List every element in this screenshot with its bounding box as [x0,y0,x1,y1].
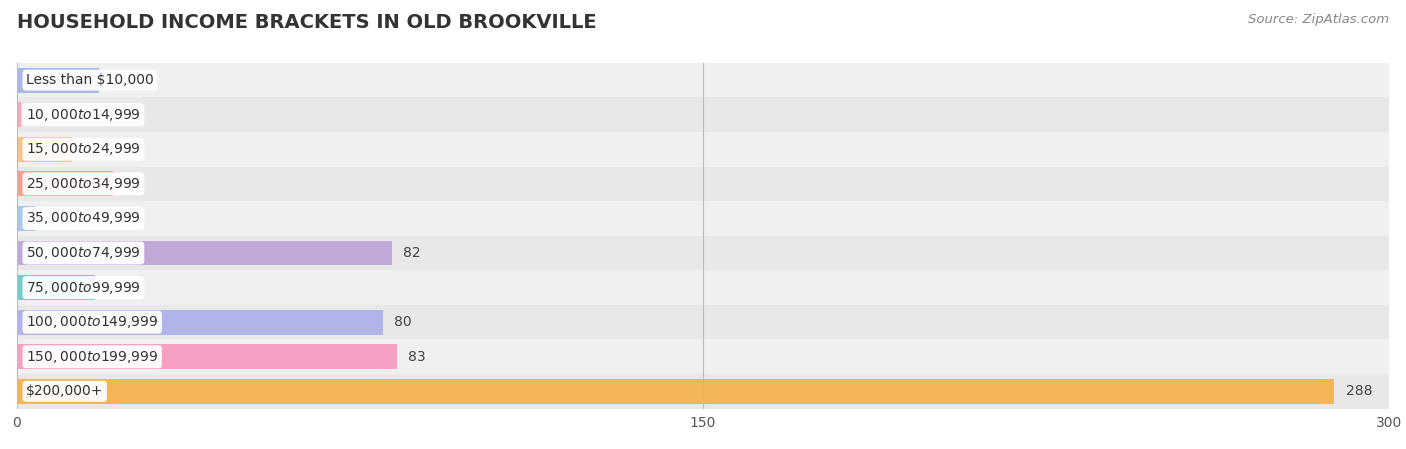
Bar [17,344,396,369]
Text: $100,000 to $149,999: $100,000 to $149,999 [27,314,159,330]
Bar [17,241,392,265]
Text: Source: ZipAtlas.com: Source: ZipAtlas.com [1249,13,1389,26]
Bar [17,305,1389,339]
Text: 12: 12 [83,142,101,156]
Text: 83: 83 [408,350,426,364]
Bar [17,137,72,162]
Bar [17,97,1389,132]
Text: 17: 17 [105,281,124,295]
Bar [17,132,1389,167]
Bar [17,275,94,300]
Bar [17,206,35,231]
Text: 0: 0 [32,108,41,122]
Text: $150,000 to $199,999: $150,000 to $199,999 [27,349,159,365]
Bar [17,172,112,196]
Bar [17,374,1389,409]
Bar [17,379,1334,404]
Text: $75,000 to $99,999: $75,000 to $99,999 [27,280,141,295]
Text: 18: 18 [111,73,128,87]
Text: 21: 21 [124,177,142,191]
Bar [17,167,1389,201]
Text: 82: 82 [404,246,420,260]
Text: 80: 80 [394,315,412,329]
Bar [17,310,382,335]
Bar [17,68,100,92]
Bar [17,236,1389,270]
Text: 288: 288 [1346,384,1372,398]
Bar [17,102,21,127]
Text: $200,000+: $200,000+ [27,384,104,398]
Text: $25,000 to $34,999: $25,000 to $34,999 [27,176,141,192]
Bar [17,270,1389,305]
Bar [17,63,1389,97]
Text: $15,000 to $24,999: $15,000 to $24,999 [27,141,141,157]
Text: $10,000 to $14,999: $10,000 to $14,999 [27,107,141,123]
Text: 4: 4 [46,211,55,225]
Text: $35,000 to $49,999: $35,000 to $49,999 [27,211,141,226]
Bar [17,339,1389,374]
Bar [17,201,1389,236]
Text: HOUSEHOLD INCOME BRACKETS IN OLD BROOKVILLE: HOUSEHOLD INCOME BRACKETS IN OLD BROOKVI… [17,13,596,32]
Text: Less than $10,000: Less than $10,000 [27,73,153,87]
Text: $50,000 to $74,999: $50,000 to $74,999 [27,245,141,261]
